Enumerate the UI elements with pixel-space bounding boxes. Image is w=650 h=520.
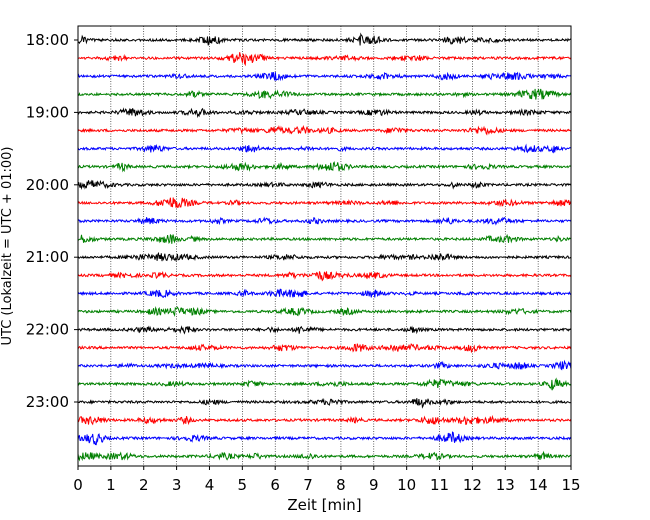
trace-row-13 <box>77 270 572 282</box>
x-tick-label: 8 <box>336 476 346 494</box>
x-tick-label: 0 <box>73 476 83 494</box>
trace-row-11 <box>77 233 572 244</box>
seismic-traces <box>77 32 572 462</box>
trace-row-9 <box>77 197 572 208</box>
y-axis-label: UTC (Lokalzeit = UTC + 01:00) <box>0 147 15 346</box>
x-tick-label: 7 <box>303 476 313 494</box>
y-tick-label: 21:00 <box>26 248 69 266</box>
x-tick-label: 15 <box>561 476 580 494</box>
trace-row-17 <box>77 343 572 354</box>
trace-row-5 <box>77 124 571 136</box>
x-tick-label: 9 <box>369 476 379 494</box>
x-tick-label: 10 <box>397 476 416 494</box>
x-tick-label: 1 <box>106 476 116 494</box>
trace-row-23 <box>77 450 571 462</box>
trace-row-10 <box>77 216 572 226</box>
x-tick-label: 4 <box>205 476 215 494</box>
plot-frame <box>77 25 572 467</box>
y-tick-label: 23:00 <box>26 393 69 411</box>
trace-row-3 <box>77 88 572 100</box>
x-axis-label: Zeit [min] <box>287 496 361 514</box>
trace-row-15 <box>77 306 572 317</box>
y-axis: 18:00 19:00 20:00 21:00 22:00 23:00 <box>26 31 78 411</box>
trace-row-1 <box>77 52 572 67</box>
trace-row-18 <box>77 359 572 371</box>
x-axis: 0 1 2 3 4 5 6 7 8 9 10 11 12 13 14 15 <box>73 466 581 494</box>
trace-row-6 <box>77 143 572 154</box>
x-gridlines <box>110 26 539 466</box>
x-tick-label: 2 <box>139 476 149 494</box>
trace-row-22 <box>77 431 572 446</box>
x-tick-label: 11 <box>430 476 449 494</box>
trace-row-20 <box>77 397 572 409</box>
x-tick-label: 6 <box>270 476 280 494</box>
trace-row-4 <box>77 107 572 119</box>
x-tick-label: 3 <box>172 476 182 494</box>
x-tick-label: 14 <box>529 476 548 494</box>
trace-row-2 <box>77 71 572 82</box>
x-tick-label: 5 <box>238 476 248 494</box>
trace-row-16 <box>77 325 572 335</box>
trace-row-21 <box>77 414 572 426</box>
trace-row-12 <box>77 251 572 262</box>
trace-row-19 <box>77 377 572 391</box>
y-tick-label: 18:00 <box>26 31 69 49</box>
trace-row-8 <box>77 179 572 191</box>
trace-row-0 <box>77 32 572 46</box>
trace-row-7 <box>77 161 572 173</box>
x-tick-label: 12 <box>463 476 482 494</box>
y-tick-label: 22:00 <box>26 321 69 339</box>
y-tick-label: 20:00 <box>26 176 69 194</box>
y-tick-label: 19:00 <box>26 103 69 121</box>
trace-row-14 <box>77 288 572 298</box>
x-tick-label: 13 <box>496 476 515 494</box>
